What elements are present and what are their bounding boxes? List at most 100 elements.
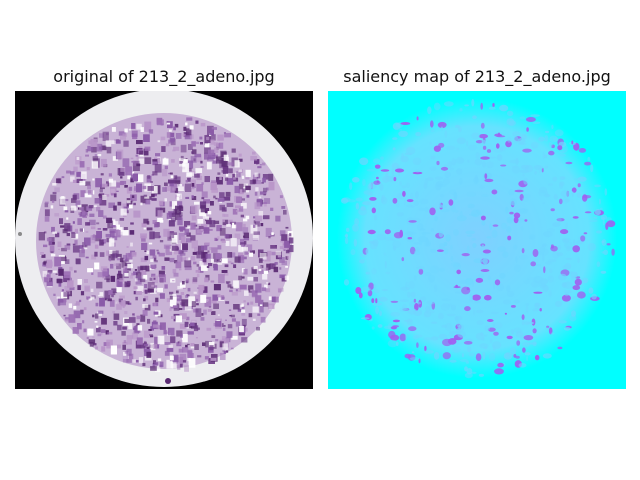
tissue-cell <box>122 326 127 330</box>
tissue-cell <box>206 220 212 225</box>
saliency-spot <box>551 124 554 130</box>
tissue-cell <box>159 220 164 223</box>
tissue-cell <box>126 348 132 356</box>
tissue-cell <box>99 298 105 307</box>
tissue-cell <box>208 149 215 156</box>
saliency-spot <box>406 318 413 325</box>
saliency-spot <box>346 199 356 203</box>
saliency-spot <box>464 366 468 372</box>
tissue-cell <box>117 256 121 259</box>
saliency-spot <box>557 216 562 223</box>
tissue-cell <box>209 345 214 351</box>
tissue-cell <box>66 217 69 220</box>
saliency-hotspot <box>580 235 586 242</box>
tissue-cell <box>154 361 159 365</box>
tissue-cell <box>164 182 168 186</box>
saliency-spot <box>499 147 503 153</box>
saliency-spot <box>373 289 380 293</box>
tissue-cell <box>97 272 104 278</box>
saliency-hotspot <box>521 314 525 320</box>
saliency-spot <box>345 227 350 232</box>
tissue-cell <box>225 173 229 177</box>
saliency-hotspot <box>401 257 405 262</box>
tissue-cell <box>248 313 253 318</box>
tissue-cell <box>140 270 147 276</box>
saliency-spot <box>471 237 477 241</box>
saliency-spot <box>605 217 612 222</box>
tissue-cell <box>230 237 237 247</box>
saliency-spot <box>459 210 463 219</box>
saliency-spot <box>554 129 564 137</box>
saliency-spot <box>350 249 356 256</box>
saliency-spot <box>441 324 447 328</box>
tissue-cell <box>153 285 158 289</box>
tissue-cell <box>238 288 242 293</box>
tissue-cell <box>199 136 203 140</box>
tissue-cell <box>241 268 245 273</box>
tissue-cell <box>221 258 228 264</box>
tissue-cell <box>207 309 212 312</box>
saliency-spot <box>459 107 463 112</box>
tissue-cell <box>255 215 262 222</box>
saliency-hotspot <box>374 164 381 169</box>
saliency-hotspot <box>424 345 427 352</box>
saliency-spot <box>419 198 429 205</box>
saliency-spot <box>410 192 414 200</box>
saliency-spot <box>570 271 573 274</box>
tissue-cell <box>200 122 206 127</box>
tissue-cell <box>122 305 125 308</box>
tissue-cell <box>121 283 125 288</box>
saliency-spot <box>559 181 565 187</box>
tissue-cell <box>135 154 138 157</box>
tissue-cell <box>180 155 184 160</box>
saliency-spot <box>438 230 444 238</box>
tissue-cell <box>202 342 206 346</box>
tissue-cell <box>162 187 167 192</box>
tissue-cell <box>97 154 102 157</box>
tissue-cell <box>92 156 98 162</box>
tissue-cell <box>140 127 144 132</box>
saliency-spot <box>571 191 574 197</box>
tissue-cell <box>161 272 165 275</box>
tissue-cell <box>95 302 99 307</box>
saliency-spot <box>411 351 415 354</box>
tissue-cell <box>255 180 262 185</box>
tissue-cell <box>167 121 173 129</box>
tissue-cell <box>61 176 65 179</box>
tissue-cell <box>96 222 100 225</box>
tissue-cell <box>221 157 228 167</box>
tissue-cell <box>208 134 216 141</box>
saliency-hotspot <box>418 358 421 364</box>
saliency-spot <box>344 237 349 245</box>
tissue-cell <box>169 212 176 218</box>
tissue-cell <box>222 219 228 225</box>
tissue-cell <box>175 315 182 323</box>
tissue-cell <box>289 237 294 244</box>
tissue-cell <box>250 301 254 305</box>
saliency-hotspot <box>482 249 491 254</box>
tissue-cell <box>253 224 256 228</box>
saliency-hotspot <box>533 291 543 294</box>
saliency-spot <box>359 157 369 166</box>
tissue-cell <box>81 210 86 216</box>
saliency-spot <box>406 204 413 208</box>
tissue-cell <box>252 318 256 321</box>
saliency-spot <box>399 181 402 186</box>
tissue-cell <box>101 239 107 244</box>
tissue-cell <box>102 270 108 276</box>
tissue-cell <box>201 182 204 185</box>
tissue-cell <box>179 268 182 271</box>
tissue-cell <box>177 193 180 197</box>
tissue-cell <box>91 160 99 169</box>
saliency-hotspot <box>559 198 563 205</box>
tissue-cell <box>211 127 217 130</box>
tissue-cell <box>253 174 259 182</box>
saliency-hotspot <box>584 161 592 166</box>
saliency-spot <box>591 293 597 300</box>
tissue-cell <box>135 360 139 363</box>
tissue-cell <box>177 247 180 251</box>
tissue-cell <box>130 222 134 225</box>
tissue-cell <box>207 250 210 253</box>
tissue-cell <box>149 277 153 281</box>
tissue-cell <box>279 195 283 199</box>
